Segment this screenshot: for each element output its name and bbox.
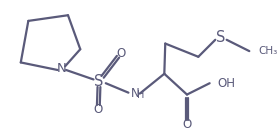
- Text: O: O: [94, 103, 103, 116]
- Text: O: O: [116, 46, 125, 60]
- Text: OH: OH: [217, 77, 235, 90]
- Text: N: N: [56, 62, 66, 75]
- Text: H: H: [136, 90, 144, 101]
- Text: S: S: [216, 30, 226, 45]
- Text: CH₃: CH₃: [259, 46, 278, 56]
- Text: S: S: [95, 74, 104, 89]
- Text: N: N: [131, 87, 139, 100]
- Text: O: O: [182, 118, 192, 131]
